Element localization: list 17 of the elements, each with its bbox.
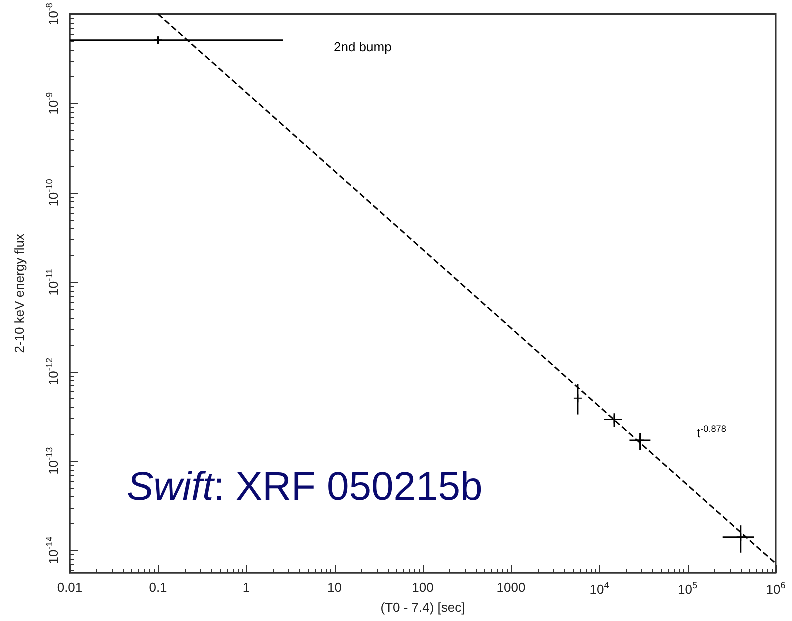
text: Swift: XRF 050215b: [127, 465, 483, 509]
x-axis-title: (T0 - 7.4) [sec]: [380, 600, 466, 615]
y-tick-label: 10-10: [44, 179, 62, 207]
x-tick-label: 100: [412, 580, 434, 595]
x-tick-label: 0.1: [149, 580, 168, 595]
y-tick-label: 10-8: [44, 2, 62, 26]
y-tick-label: 10-11: [44, 268, 62, 296]
y-tick-label: 10-12: [44, 358, 62, 386]
y-tick-label: 10-9: [44, 92, 62, 115]
y-axis-title: 2-10 keV energy flux: [12, 234, 27, 354]
x-tick-label: 0.01: [57, 580, 83, 595]
x-tick-label: 10: [328, 580, 342, 595]
x-tick-label: 1000: [496, 580, 526, 595]
x-tick-label: 1: [242, 580, 250, 595]
y-tick-label: 10-14: [44, 536, 62, 564]
y-tick-label: 10-13: [44, 447, 62, 475]
annotation: 2nd bump: [334, 40, 392, 54]
